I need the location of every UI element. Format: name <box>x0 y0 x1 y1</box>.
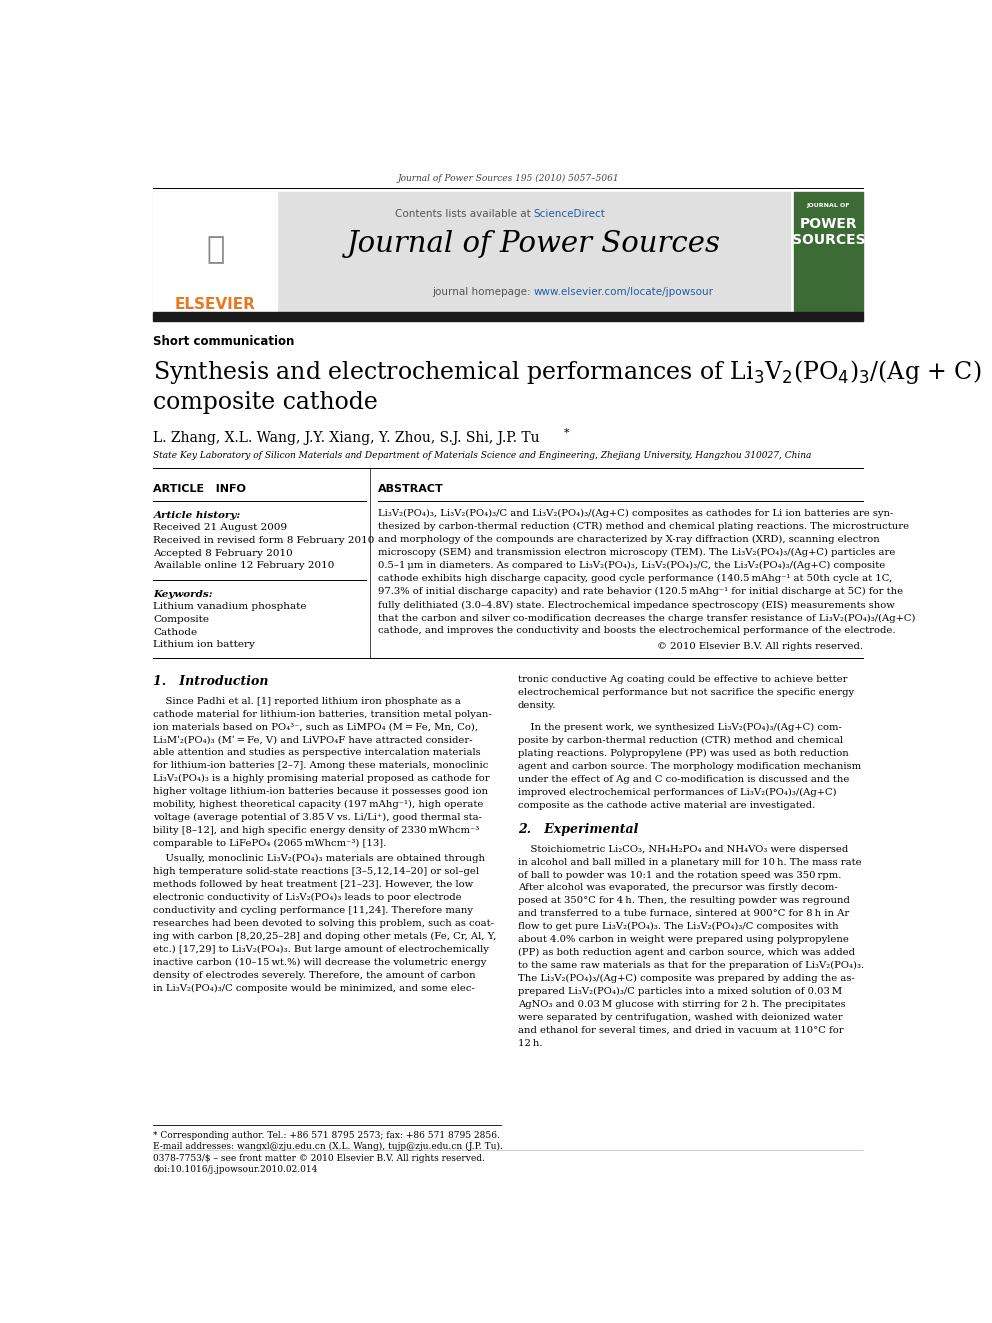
Text: Accepted 8 February 2010: Accepted 8 February 2010 <box>154 549 294 558</box>
Text: Usually, monoclinic Li₃V₂(PO₄)₃ materials are obtained through
high temperature : Usually, monoclinic Li₃V₂(PO₄)₃ material… <box>154 855 497 992</box>
Text: ABSTRACT: ABSTRACT <box>378 484 443 495</box>
Text: Since Padhi et al. [1] reported lithium iron phosphate as a
cathode material for: Since Padhi et al. [1] reported lithium … <box>154 697 492 848</box>
Text: 1.   Introduction: 1. Introduction <box>154 676 269 688</box>
Text: Journal of Power Sources 195 (2010) 5057–5061: Journal of Power Sources 195 (2010) 5057… <box>398 175 619 184</box>
Text: ARTICLE   INFO: ARTICLE INFO <box>154 484 246 495</box>
Text: doi:10.1016/j.jpowsour.2010.02.014: doi:10.1016/j.jpowsour.2010.02.014 <box>154 1166 317 1174</box>
Bar <box>154 192 278 311</box>
Text: State Key Laboratory of Silicon Materials and Department of Materials Science an: State Key Laboratory of Silicon Material… <box>154 451 811 459</box>
Text: ScienceDirect: ScienceDirect <box>534 209 605 218</box>
Text: * Corresponding author. Tel.: +86 571 8795 2573; fax: +86 571 8795 2856.: * Corresponding author. Tel.: +86 571 87… <box>154 1131 500 1140</box>
Text: Keywords:: Keywords: <box>154 590 213 598</box>
Text: E-mail addresses: wangxl@zju.edu.cn (X.L. Wang), tujp@zju.edu.cn (J.P. Tu).: E-mail addresses: wangxl@zju.edu.cn (X.L… <box>154 1142 503 1151</box>
Text: Synthesis and electrochemical performances of Li$_3$V$_2$(PO$_4$)$_3$/(Ag + C): Synthesis and electrochemical performanc… <box>154 359 982 386</box>
Text: ELSEVIER: ELSEVIER <box>175 298 256 312</box>
Bar <box>154 312 863 321</box>
Text: composite cathode: composite cathode <box>154 390 378 414</box>
Text: © 2010 Elsevier B.V. All rights reserved.: © 2010 Elsevier B.V. All rights reserved… <box>658 642 863 651</box>
Text: Journal of Power Sources: Journal of Power Sources <box>346 230 720 258</box>
Text: Article history:: Article history: <box>154 511 241 520</box>
Text: Cathode: Cathode <box>154 627 197 636</box>
Text: tronic conductive Ag coating could be effective to achieve better
electrochemica: tronic conductive Ag coating could be ef… <box>518 676 854 710</box>
Text: In the present work, we synthesized Li₃V₂(PO₄)₃/(Ag+C) com-
posite by carbon-the: In the present work, we synthesized Li₃V… <box>518 722 861 810</box>
Text: Stoichiometric Li₂CO₃, NH₄H₂PO₄ and NH₄VO₃ were dispersed
in alcohol and ball mi: Stoichiometric Li₂CO₃, NH₄H₂PO₄ and NH₄V… <box>518 845 864 1048</box>
Text: Received in revised form 8 February 2010: Received in revised form 8 February 2010 <box>154 536 375 545</box>
Text: Short communication: Short communication <box>154 335 295 348</box>
Text: 🌳: 🌳 <box>206 235 224 265</box>
Text: journal homepage:: journal homepage: <box>432 287 534 296</box>
Text: Lithium ion battery: Lithium ion battery <box>154 640 255 650</box>
Text: www.elsevier.com/locate/jpowsour: www.elsevier.com/locate/jpowsour <box>534 287 713 296</box>
Text: JOURNAL OF: JOURNAL OF <box>806 204 850 209</box>
Text: *: * <box>564 429 569 438</box>
Bar <box>154 192 790 311</box>
Text: Available online 12 February 2010: Available online 12 February 2010 <box>154 561 335 570</box>
Text: Contents lists available at: Contents lists available at <box>395 209 534 218</box>
Text: 0378-7753/$ – see front matter © 2010 Elsevier B.V. All rights reserved.: 0378-7753/$ – see front matter © 2010 El… <box>154 1155 485 1163</box>
Bar <box>794 192 863 311</box>
Text: POWER
SOURCES: POWER SOURCES <box>792 217 865 246</box>
Text: Lithium vanadium phosphate: Lithium vanadium phosphate <box>154 602 307 611</box>
Text: Composite: Composite <box>154 615 209 624</box>
Text: 2.   Experimental: 2. Experimental <box>518 823 638 836</box>
Text: Li₃V₂(PO₄)₃, Li₃V₂(PO₄)₃/C and Li₃V₂(PO₄)₃/(Ag+C) composites as cathodes for Li : Li₃V₂(PO₄)₃, Li₃V₂(PO₄)₃/C and Li₃V₂(PO₄… <box>378 509 916 635</box>
Text: L. Zhang, X.L. Wang, J.Y. Xiang, Y. Zhou, S.J. Shi, J.P. Tu: L. Zhang, X.L. Wang, J.Y. Xiang, Y. Zhou… <box>154 430 540 445</box>
Text: Received 21 August 2009: Received 21 August 2009 <box>154 524 288 532</box>
